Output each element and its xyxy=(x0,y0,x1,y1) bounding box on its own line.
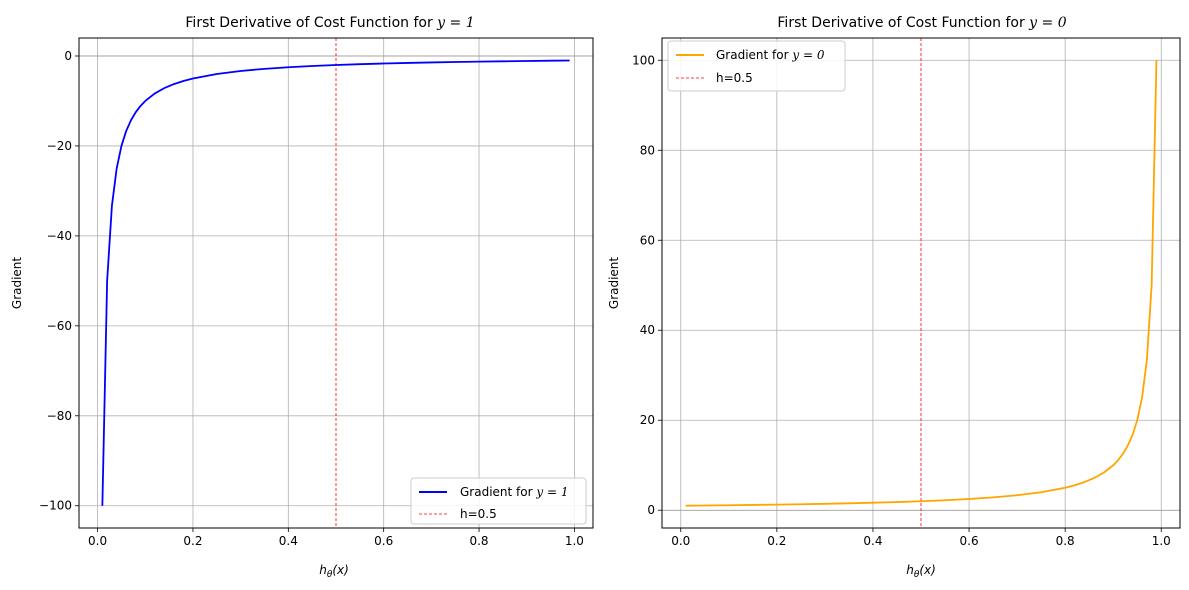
left-plot-title-math: y = 1 xyxy=(436,15,474,31)
left-plot-x-axis-label-sub: θ xyxy=(327,570,333,580)
left-legend-box xyxy=(410,477,587,525)
left-plot-legend: Gradient for y = 1 h=0.5 xyxy=(410,477,587,525)
right-legend-series-label: Gradient for y = 0 xyxy=(716,48,825,62)
left-x-tick-label-5: 1.0 xyxy=(565,534,584,548)
left-plot-panel: First Derivative of Cost Function for y … xyxy=(10,15,594,580)
right-plot-x-axis-label-main: h xyxy=(906,563,914,577)
right-y-tick-label-3: 60 xyxy=(640,233,655,247)
left-y-tick-label-3: −40 xyxy=(47,229,72,243)
right-y-tick-label-1: 20 xyxy=(640,413,655,427)
right-x-tick-label-2: 0.4 xyxy=(863,534,882,548)
right-plot-y-axis-label: Gradient xyxy=(607,257,621,310)
left-plot-series xyxy=(101,59,570,506)
left-plot-x-axis-label-tail: (x) xyxy=(332,563,348,577)
left-y-tick-label-4: −20 xyxy=(47,139,72,153)
right-plot-legend: Gradient for y = 0 h=0.5 xyxy=(667,40,846,92)
left-x-tick-label-1: 0.2 xyxy=(183,534,202,548)
left-plot-x-axis-label: hθ(x) xyxy=(319,563,349,580)
right-y-tick-label-4: 80 xyxy=(640,143,655,157)
left-plot-x-ticks: 0.0 0.2 0.4 0.6 0.8 1.0 xyxy=(88,528,584,548)
right-plot-y-ticks: 0 20 40 60 80 100 xyxy=(632,53,662,517)
right-y-tick-label-5: 100 xyxy=(632,53,655,67)
right-plot-title-math: y = 0 xyxy=(1028,15,1067,31)
left-x-tick-label-2: 0.4 xyxy=(279,534,298,548)
right-x-tick-label-0: 0.0 xyxy=(671,534,690,548)
left-x-tick-label-3: 0.6 xyxy=(374,534,393,548)
left-plot-frame xyxy=(78,37,594,529)
right-legend-box xyxy=(667,40,846,92)
left-x-tick-label-4: 0.8 xyxy=(469,534,488,548)
left-y-tick-label-2: −60 xyxy=(47,319,72,333)
right-x-tick-label-4: 0.8 xyxy=(1056,534,1075,548)
right-plot-x-axis-label-sub: θ xyxy=(914,570,920,580)
right-legend-vline-label: h=0.5 xyxy=(716,71,753,85)
left-plot-y-axis-label: Gradient xyxy=(10,257,24,310)
right-plot-x-ticks: 0.0 0.2 0.4 0.6 0.8 1.0 xyxy=(671,528,1171,548)
right-x-tick-label-1: 0.2 xyxy=(767,534,786,548)
left-plot-title-prefix: First Derivative of Cost Function for xyxy=(185,15,437,31)
left-series-line-0 xyxy=(101,59,570,506)
right-plot-panel: First Derivative of Cost Function for y … xyxy=(607,15,1181,580)
left-plot-x-axis-label-main: h xyxy=(319,563,327,577)
left-plot-title: First Derivative of Cost Function for y … xyxy=(185,15,474,31)
right-plot-series xyxy=(685,60,1158,507)
left-legend-series-label-math: y = 1 xyxy=(535,485,568,499)
right-y-tick-label-2: 40 xyxy=(640,323,655,337)
right-series-line-0 xyxy=(685,60,1158,507)
right-x-tick-label-5: 1.0 xyxy=(1152,534,1171,548)
right-legend-series-label-prefix: Gradient for xyxy=(716,48,792,62)
right-plot-x-axis-label-tail: (x) xyxy=(919,563,935,577)
right-plot-title-prefix: First Derivative of Cost Function for xyxy=(777,15,1029,31)
left-y-tick-label-5: 0 xyxy=(64,49,72,63)
right-plot-title: First Derivative of Cost Function for y … xyxy=(777,15,1066,31)
left-y-tick-label-0: −100 xyxy=(39,499,72,513)
right-x-tick-label-3: 0.6 xyxy=(960,534,979,548)
right-legend-series-label-math: y = 0 xyxy=(791,48,824,62)
left-x-tick-label-0: 0.0 xyxy=(88,534,107,548)
right-y-tick-label-0: 0 xyxy=(647,503,655,517)
left-y-tick-label-1: −80 xyxy=(47,409,72,423)
right-plot-frame xyxy=(661,37,1181,529)
left-legend-series-label: Gradient for y = 1 xyxy=(460,485,568,499)
left-legend-series-label-prefix: Gradient for xyxy=(460,485,536,499)
right-plot-x-axis-label: hθ(x) xyxy=(906,563,936,580)
left-legend-vline-label: h=0.5 xyxy=(460,507,497,521)
left-plot-y-ticks: −100 −80 −60 −40 −20 0 xyxy=(39,49,79,513)
